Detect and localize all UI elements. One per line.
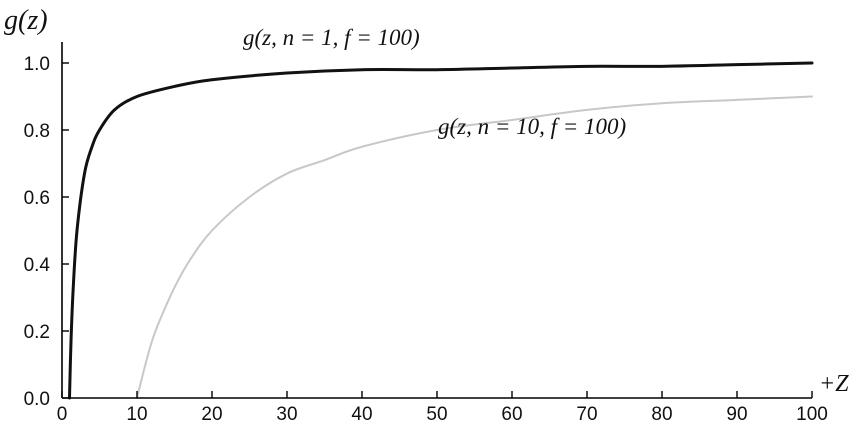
y-axis-label: g(z) <box>4 5 48 36</box>
x-tick-label: 0 <box>57 404 68 425</box>
y-tick-label: 1.0 <box>24 54 50 75</box>
x-tick-label: 80 <box>651 404 672 425</box>
series-layer <box>68 61 814 400</box>
y-tick-label: 0.0 <box>24 389 50 410</box>
series-line-2 <box>136 95 813 399</box>
x-tick-label: 70 <box>576 404 597 425</box>
x-tick-label: 40 <box>351 404 372 425</box>
y-tick-label: 0.8 <box>24 121 50 142</box>
x-tick-label: 10 <box>126 404 147 425</box>
axes-layer <box>61 42 812 399</box>
x-axis-label: +Z <box>819 371 849 397</box>
x-tick-label: 20 <box>201 404 222 425</box>
y-tick-label: 0.4 <box>24 255 51 276</box>
series-label-n10: g(z, n = 10, f = 100) <box>438 114 626 139</box>
x-tick-label: 100 <box>796 404 828 425</box>
y-tick-label: 0.2 <box>24 322 50 343</box>
y-tick-label: 0.6 <box>24 188 50 209</box>
x-tick-label: 60 <box>501 404 522 425</box>
x-tick-label: 90 <box>726 404 747 425</box>
x-tick-label: 50 <box>426 404 447 425</box>
series-line-1 <box>68 61 814 400</box>
series-label-n1: g(z, n = 1, f = 100) <box>243 25 420 50</box>
ticks-layer: 0 10 20 30 40 50 60 70 80 90 100 0.0 0.2 0.4 0.6 0.8 1.0 <box>24 54 828 425</box>
x-tick-label: 30 <box>276 404 297 425</box>
